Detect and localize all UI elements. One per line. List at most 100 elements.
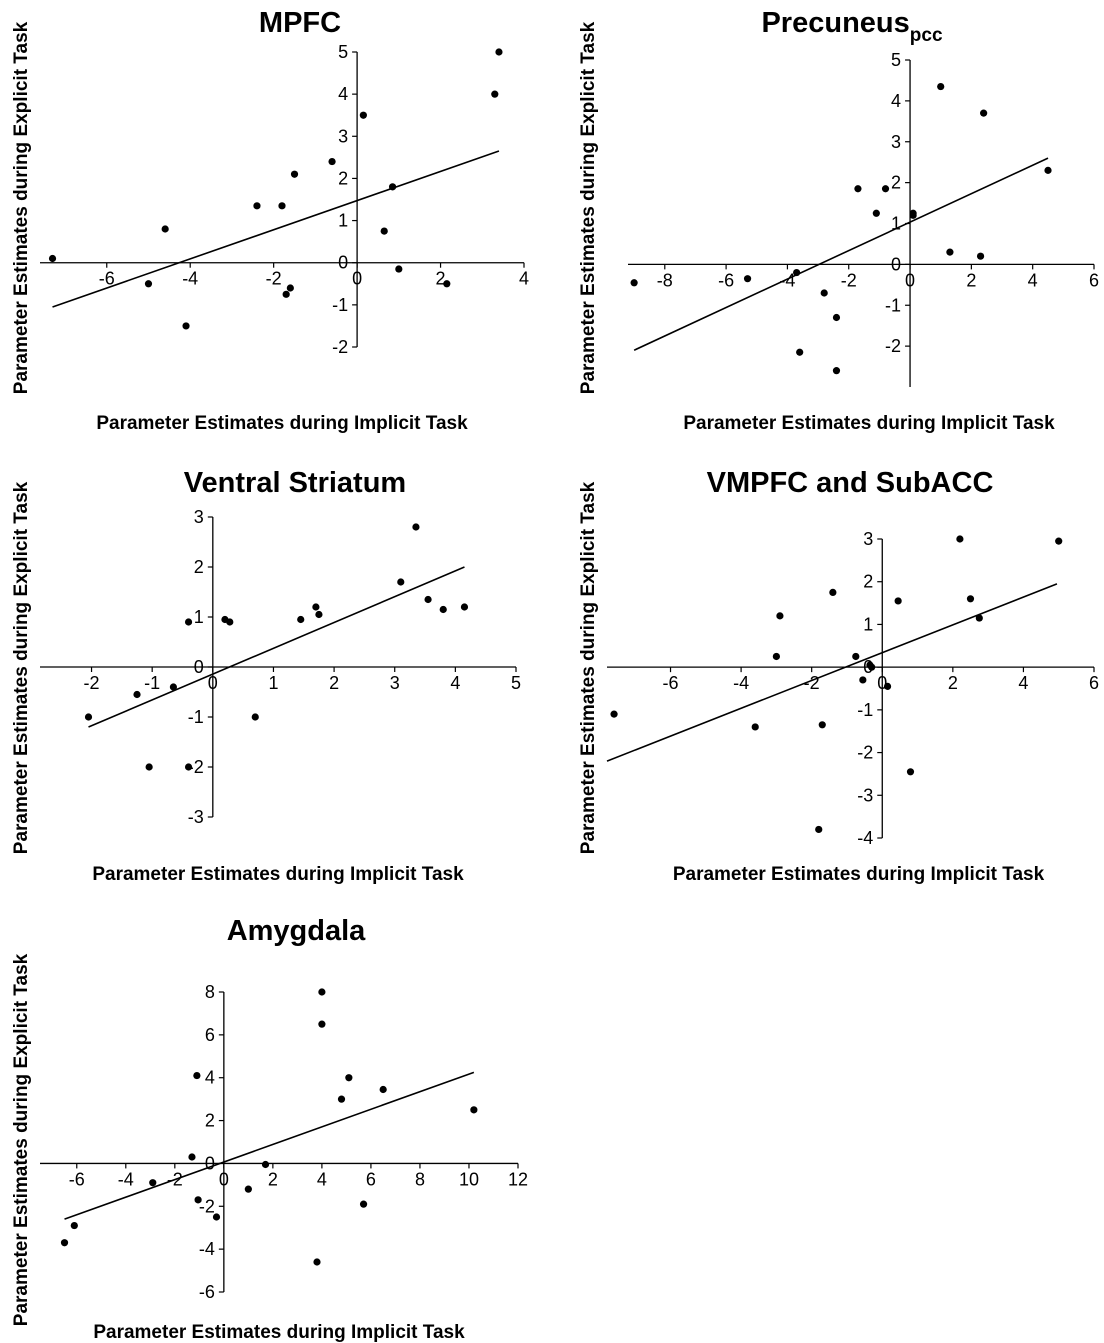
- x-tick-label: -1: [144, 673, 160, 693]
- data-point: [244, 1185, 252, 1193]
- regression-line: [606, 583, 1058, 762]
- x-tick-label: 4: [317, 1169, 327, 1189]
- y-tick-label: -3: [857, 785, 873, 805]
- x-tick-label: -6: [718, 270, 734, 290]
- x-tick-label: 4: [450, 673, 460, 693]
- x-tick-label: 2: [948, 673, 958, 693]
- x-tick-label: 4: [1028, 270, 1038, 290]
- data-point: [328, 157, 336, 166]
- data-point: [868, 663, 876, 671]
- x-tick-label: 5: [511, 673, 521, 693]
- data-point: [345, 1074, 353, 1082]
- x-tick-label: 2: [966, 270, 976, 290]
- data-point: [397, 578, 405, 586]
- data-point: [815, 825, 823, 834]
- y-tick-label: 6: [205, 1025, 215, 1045]
- data-point: [60, 1239, 69, 1247]
- chart-panel-3: Ventral Striatum-2 -1 0 1 2 3 4 5-3-2-10123Para…: [11, 467, 521, 885]
- x-tick-label: 6: [1089, 673, 1099, 693]
- chart-title-subscript: pcc: [910, 25, 943, 46]
- data-point: [184, 763, 193, 771]
- data-point: [980, 109, 988, 117]
- x-tick-label: -6: [69, 1169, 85, 1189]
- x-axis-label: Parameter Estimates during Implicit Task: [683, 413, 1055, 434]
- y-tick-label: 3: [891, 132, 901, 152]
- data-point: [251, 713, 259, 721]
- data-point: [796, 348, 804, 356]
- y-axis-label: Parameter Estimates during Explicit Task: [578, 21, 599, 394]
- y-tick-label: 2: [194, 557, 204, 577]
- data-point: [424, 595, 432, 604]
- x-tick-label: 6: [366, 1169, 376, 1189]
- chart-title-main: Amygdala: [227, 915, 366, 947]
- x-tick-label: -4: [182, 269, 198, 289]
- data-point: [909, 211, 917, 219]
- x-tick-label: -6: [663, 673, 679, 693]
- x-tick-label: 0: [352, 269, 362, 289]
- data-point: [193, 1071, 201, 1080]
- y-tick-label: 0: [338, 253, 348, 273]
- data-point: [315, 610, 323, 619]
- data-point: [894, 597, 902, 605]
- data-point: [906, 768, 915, 776]
- x-tick-label: 2: [329, 673, 339, 693]
- y-tick-label: -4: [857, 828, 873, 848]
- data-point: [337, 1095, 346, 1103]
- data-point: [829, 588, 837, 596]
- regression-line: [88, 566, 465, 728]
- data-point: [852, 652, 860, 661]
- y-tick-label: -4: [199, 1239, 215, 1259]
- data-point: [976, 252, 985, 260]
- data-point: [832, 367, 841, 375]
- data-point: [297, 615, 305, 624]
- y-tick-label: 0: [194, 657, 204, 677]
- x-tick-label: 3: [390, 673, 400, 693]
- data-point: [395, 265, 403, 273]
- x-tick-label: 12: [508, 1169, 528, 1189]
- y-tick-label: -6: [199, 1282, 215, 1302]
- y-tick-label: -3: [188, 807, 204, 827]
- data-point: [145, 763, 153, 771]
- chart-title: Amygdala: [227, 915, 366, 947]
- x-tick-label: 4: [519, 269, 529, 289]
- chart-title: Precuneuspcc: [761, 7, 942, 46]
- y-tick-label: 0: [891, 254, 901, 274]
- y-tick-label: 5: [891, 50, 901, 70]
- data-point: [412, 523, 420, 531]
- x-tick-label: -6: [99, 269, 115, 289]
- data-point: [881, 185, 890, 193]
- x-tick-label: -4: [779, 270, 795, 290]
- data-point: [182, 322, 190, 330]
- data-point: [388, 183, 397, 191]
- x-tick-label: 0: [905, 270, 915, 290]
- data-point: [133, 690, 141, 699]
- y-tick-label: 1: [891, 214, 901, 234]
- data-point: [793, 268, 801, 277]
- x-tick-label: -8: [657, 270, 673, 290]
- data-point: [832, 313, 841, 322]
- x-axis-label: Parameter Estimates during Implicit Task: [673, 864, 1045, 885]
- x-tick-label: 2: [268, 1169, 278, 1189]
- data-point: [937, 82, 945, 91]
- data-point: [883, 682, 892, 690]
- x-tick-label: -4: [118, 1169, 134, 1189]
- chart-panel-5: Amygdala-6-4-2024681012-6-4-202468Parame…: [11, 915, 528, 1343]
- regression-line: [52, 150, 500, 308]
- x-tick-label: -4: [733, 673, 749, 693]
- x-tick-label: 1: [268, 673, 278, 693]
- data-point: [460, 603, 469, 611]
- data-point: [443, 280, 451, 288]
- data-point: [226, 618, 234, 626]
- data-point: [854, 185, 862, 193]
- data-point: [194, 1196, 202, 1204]
- data-point: [946, 248, 954, 256]
- x-tick-label: 0: [877, 673, 887, 693]
- data-point: [253, 202, 261, 210]
- data-point: [313, 1258, 321, 1266]
- data-point: [278, 202, 286, 210]
- data-point: [820, 289, 828, 297]
- chart-panel-4: VMPFC and SubACC-6-4-20246-4-3-2-10123Pa…: [578, 467, 1099, 885]
- data-point: [859, 676, 867, 684]
- x-tick-label: 8: [415, 1169, 425, 1189]
